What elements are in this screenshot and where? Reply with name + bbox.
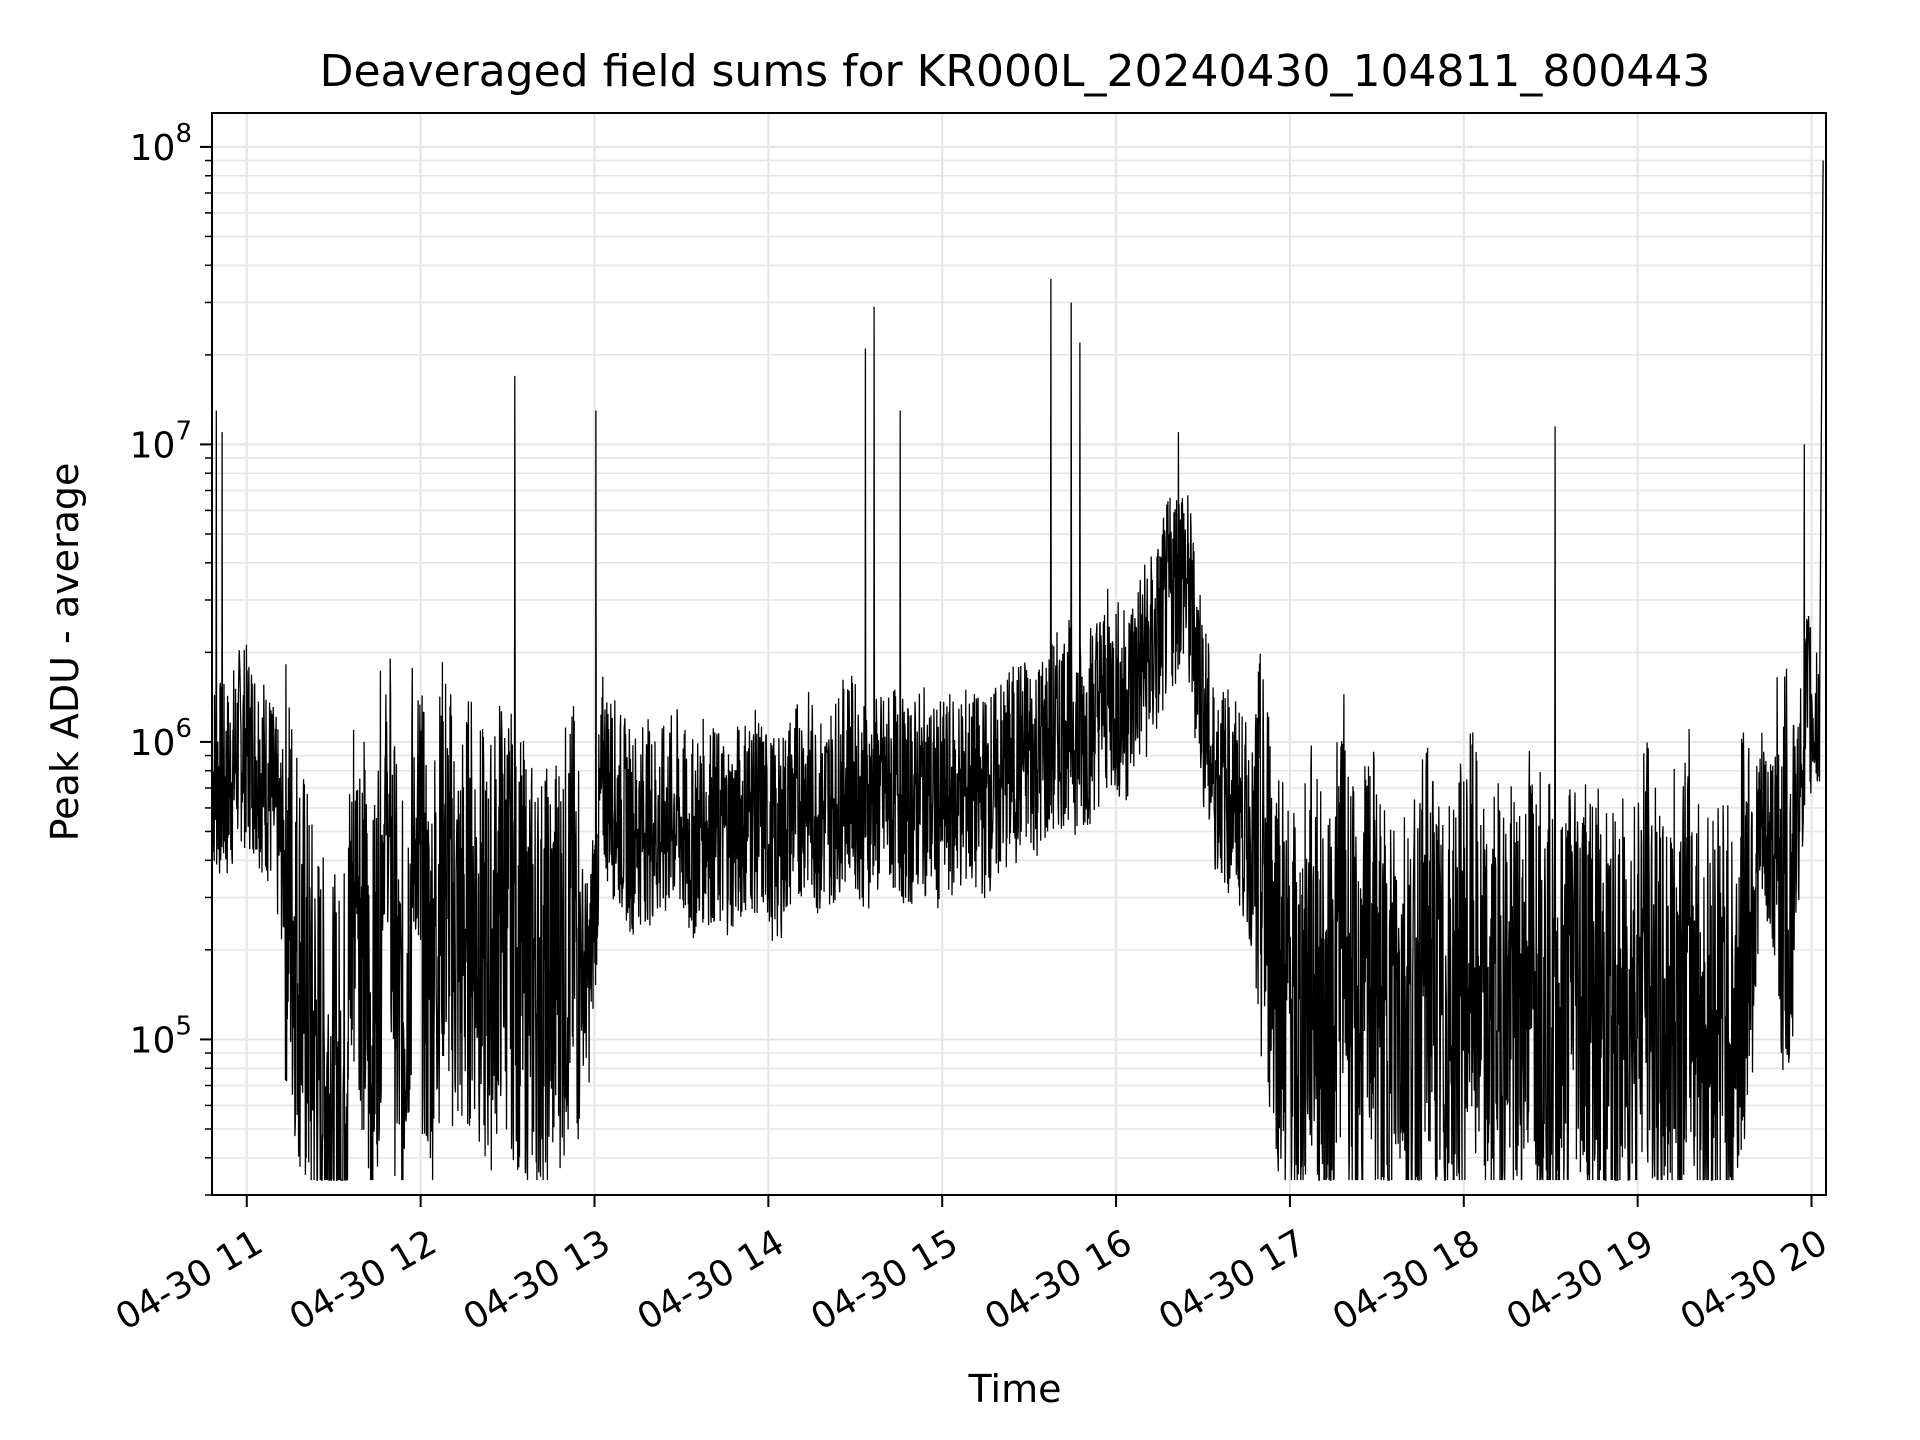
axes-frame bbox=[211, 112, 1827, 1196]
x-axis-label: Time bbox=[968, 1367, 1062, 1411]
plot-area bbox=[211, 160, 1824, 1181]
y-axis: 105 106 107 108 bbox=[130, 119, 212, 1196]
y-tick-label: 105 bbox=[130, 1011, 192, 1061]
y-tick-label: 106 bbox=[130, 714, 192, 764]
chart-title: Deaveraged field sums for KR000L_2024043… bbox=[320, 46, 1711, 97]
y-axis-label: Peak ADU - average bbox=[43, 463, 87, 842]
y-tick-label: 107 bbox=[130, 416, 192, 466]
series-line bbox=[211, 160, 1824, 1181]
y-tick-label: 108 bbox=[130, 119, 192, 169]
